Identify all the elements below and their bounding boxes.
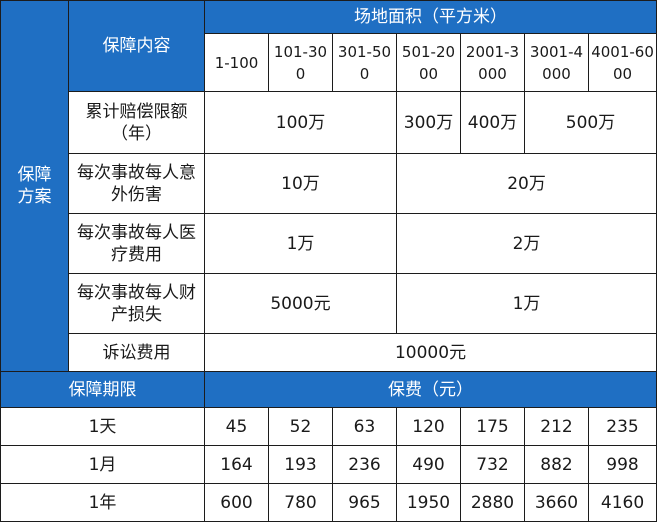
property-value-2: 1万	[395, 273, 658, 334]
area-range-3: 301-500	[332, 33, 397, 92]
coverage-content-header: 保障内容	[68, 0, 205, 92]
premium-value: 120	[396, 407, 461, 446]
cumulative-value-2: 300万	[396, 91, 461, 154]
medical-label: 每次事故每人医疗费用	[68, 213, 205, 274]
premium-header: 保费（元）	[203, 371, 658, 408]
litigation-value: 10000元	[203, 333, 658, 372]
premium-value: 164	[204, 445, 269, 484]
premium-value: 175	[460, 407, 525, 446]
accident-injury-value-1: 10万	[204, 153, 397, 214]
area-range-4: 501-2000	[396, 33, 461, 92]
premium-value: 193	[268, 445, 333, 484]
medical-value-1: 1万	[204, 213, 397, 274]
litigation-label: 诉讼费用	[68, 333, 205, 372]
premium-value: 600	[204, 483, 269, 522]
premium-period: 1天	[0, 407, 205, 446]
premium-value: 45	[204, 407, 269, 446]
premium-row: 1年 600 780 965 1950 2880 3660 4160	[0, 483, 658, 522]
premium-value: 998	[587, 445, 658, 484]
period-header: 保障期限	[0, 371, 205, 408]
premium-value: 780	[268, 483, 333, 522]
area-range-2: 101-300	[268, 33, 333, 92]
premium-period: 1年	[0, 483, 205, 522]
cumulative-limit-label: 累计赔偿限额（年）	[68, 91, 205, 154]
cumulative-value-1: 100万	[204, 91, 397, 154]
premium-value: 236	[332, 445, 397, 484]
area-range-5: 2001-3000	[460, 33, 525, 92]
premium-value: 2880	[460, 483, 525, 522]
premium-value: 965	[332, 483, 397, 522]
premium-value: 882	[524, 445, 589, 484]
premium-value: 4160	[587, 483, 658, 522]
premium-value: 1950	[396, 483, 461, 522]
area-range-7: 4001-6000	[587, 33, 658, 92]
premium-value: 212	[524, 407, 589, 446]
medical-value-2: 2万	[395, 213, 658, 274]
premium-value: 63	[332, 407, 397, 446]
area-header: 场地面积（平方米）	[203, 0, 658, 34]
premium-value: 3660	[524, 483, 589, 522]
property-value-1: 5000元	[204, 273, 397, 334]
area-range-1: 1-100	[204, 33, 269, 92]
cumulative-value-3: 400万	[460, 91, 525, 154]
plan-label-text: 保障方案	[17, 165, 52, 207]
premium-row: 1月 164 193 236 490 732 882 998	[0, 445, 658, 484]
cumulative-value-4: 500万	[523, 91, 658, 154]
premium-value: 52	[268, 407, 333, 446]
accident-injury-label: 每次事故每人意外伤害	[68, 153, 205, 214]
premium-period: 1月	[0, 445, 205, 484]
area-range-6: 3001-4000	[524, 33, 589, 92]
premium-value: 490	[396, 445, 461, 484]
property-loss-label: 每次事故每人财产损失	[68, 273, 205, 334]
premium-value: 235	[587, 407, 658, 446]
accident-injury-value-2: 20万	[395, 153, 658, 214]
premium-row: 1天 45 52 63 120 175 212 235	[0, 407, 658, 446]
premium-value: 732	[460, 445, 525, 484]
plan-section-label: 保障方案	[0, 0, 69, 372]
